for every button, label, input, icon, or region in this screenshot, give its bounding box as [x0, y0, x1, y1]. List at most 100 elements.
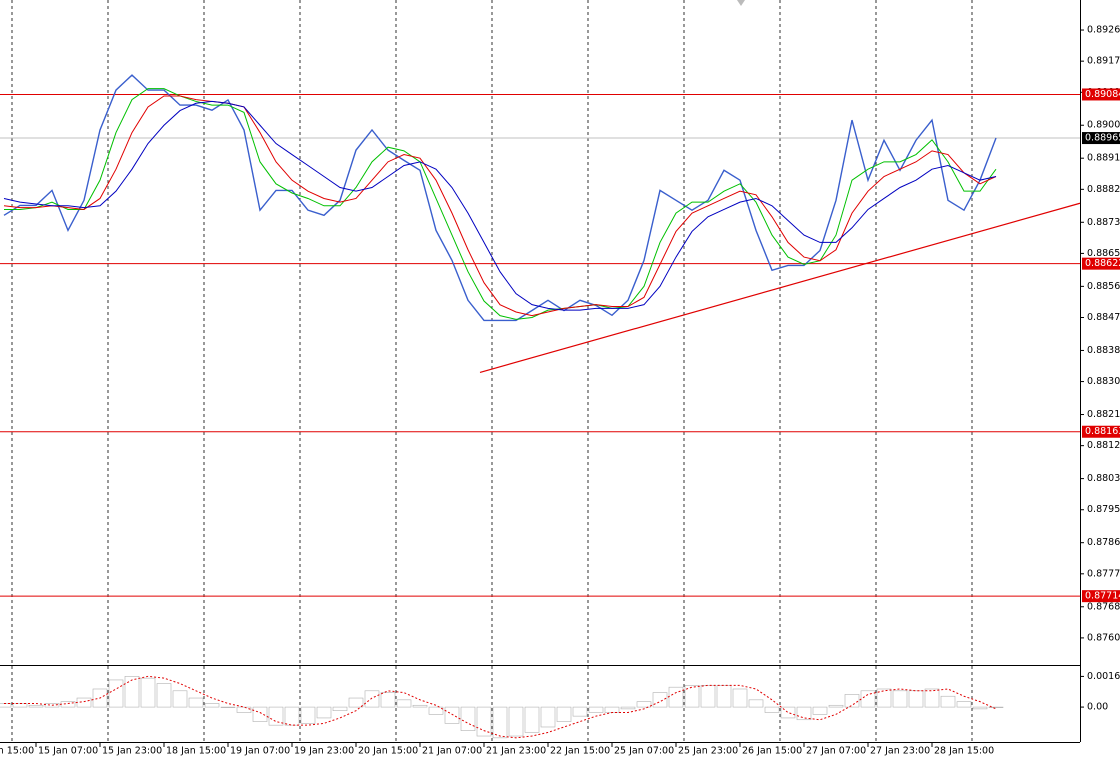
histogram-bar: [748, 699, 764, 708]
histogram-bar: [156, 683, 172, 708]
x-tick-label: 27 Jan 07:00: [806, 746, 866, 757]
histogram-bar: [124, 676, 140, 708]
histogram-bar: [92, 688, 108, 708]
histogram-bar: [572, 706, 588, 717]
level-label-box: [1082, 425, 1120, 438]
y-tick-label: 0.00: [1087, 702, 1108, 713]
level-label-box: [1082, 590, 1120, 603]
y-tick-label: 0.88035: [1087, 473, 1120, 484]
x-tick-label: 15 Jan 23:00: [102, 746, 162, 757]
level-label: 0.87714: [1085, 591, 1120, 602]
x-tick-label: 25 Jan 07:00: [614, 746, 674, 757]
x-tick-label: 25 Jan 23:00: [678, 746, 738, 757]
histogram-bar: [892, 690, 908, 708]
signal-line: [4, 675, 997, 739]
histogram-bar: [764, 706, 780, 713]
x-tick-label: 14 Jan 15:00: [0, 746, 34, 757]
x-tick-label: 18 Jan 15:00: [166, 746, 226, 757]
x-tick-label: 22 Jan 15:00: [550, 746, 610, 757]
histogram-bar: [332, 706, 348, 711]
histogram-bar: [220, 706, 236, 708]
histogram-bar: [316, 706, 332, 719]
x-tick-label: 19 Jan 07:00: [230, 746, 290, 757]
x-tick-label: 19 Jan 23:00: [294, 746, 354, 757]
y-tick-label: 0.88825: [1087, 184, 1120, 195]
x-tick-label: 21 Jan 07:00: [422, 746, 482, 757]
x-tick-label: 26 Jan 15:00: [742, 746, 802, 757]
y-tick-label: 0.88385: [1087, 345, 1120, 356]
histogram-bar: [620, 706, 636, 710]
level-label-box: [1082, 88, 1120, 101]
histogram-bar: [828, 704, 844, 708]
histogram-bar: [956, 701, 972, 708]
current-price-label: 0.88965: [1085, 133, 1120, 144]
y-tick-label: 0.001695: [1087, 671, 1120, 682]
y-tick-label: 0.88735: [1087, 217, 1120, 228]
x-tick-label: 15 Jan 07:00: [38, 746, 98, 757]
histogram-bar: [476, 706, 492, 737]
y-tick-label: 0.88475: [1087, 312, 1120, 323]
histogram-bar: [140, 677, 156, 708]
histogram-bar: [268, 706, 284, 726]
histogram-bar: [940, 695, 956, 708]
y-tick-label: 0.88125: [1087, 440, 1120, 451]
shift-marker: [737, 0, 745, 6]
price-line: [3, 74, 997, 322]
level-label: 0.89084: [1085, 89, 1120, 100]
moving-average: [4, 88, 997, 320]
histogram-bar: [348, 697, 364, 708]
histogram-bar: [28, 704, 44, 708]
histogram-bar: [172, 690, 188, 708]
histogram-bar: [380, 692, 396, 708]
histogram-bar: [716, 685, 732, 708]
histogram-bar: [396, 699, 412, 708]
histogram-bar: [684, 685, 700, 708]
level-label: 0.88163: [1085, 426, 1120, 437]
histogram-bar: [796, 706, 812, 721]
histogram-bar: [492, 706, 508, 739]
histogram-bar: [700, 685, 716, 708]
histogram-bar: [588, 706, 604, 713]
histogram-bar: [540, 706, 556, 728]
trend-line: [479, 202, 1081, 373]
histogram-bar: [908, 690, 924, 708]
histogram-bar: [972, 706, 988, 710]
histogram-bar: [188, 697, 204, 708]
y-tick-label: 0.87775: [1087, 568, 1120, 579]
histogram-bar: [876, 688, 892, 708]
histogram-bar: [428, 706, 444, 715]
histogram-bar: [252, 706, 268, 722]
histogram-bar: [524, 706, 540, 733]
histogram-bar: [284, 706, 300, 726]
histogram-bar: [988, 706, 1004, 708]
x-tick-label: 20 Jan 15:00: [358, 746, 418, 757]
y-tick-label: 0.89175: [1087, 56, 1120, 67]
y-tick-label: 0.87685: [1087, 601, 1120, 612]
level-label: 0.88622: [1085, 258, 1120, 269]
histogram-bar: [924, 688, 940, 708]
histogram-bar: [844, 694, 860, 708]
histogram-bar: [364, 690, 380, 708]
level-label-box: [1082, 257, 1120, 270]
x-tick-label: 21 Jan 23:00: [486, 746, 546, 757]
histogram-bar: [508, 706, 524, 737]
histogram-bar: [444, 706, 460, 724]
moving-average: [3, 100, 997, 311]
histogram-bar: [412, 704, 428, 708]
histogram-bar: [652, 692, 668, 708]
x-tick-label: 28 Jan 15:00: [934, 746, 994, 757]
histogram-bar: [108, 679, 124, 708]
histogram-bar: [636, 701, 652, 708]
x-tick-label: 27 Jan 23:00: [870, 746, 930, 757]
moving-average: [3, 95, 997, 317]
